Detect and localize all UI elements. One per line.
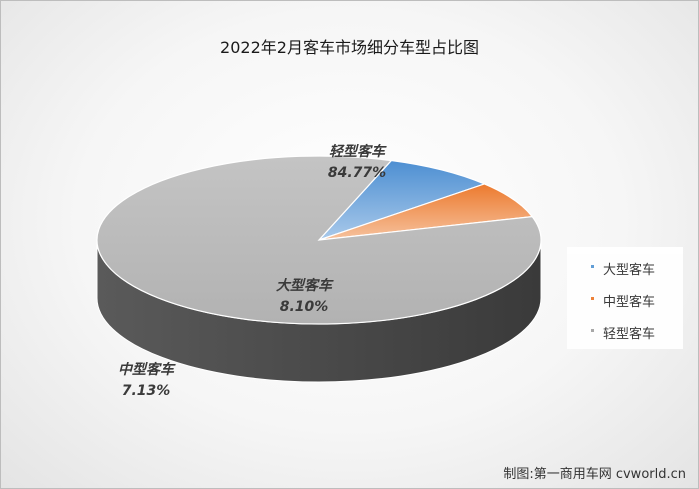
- slice-medium-bus-value: 7.13%: [122, 383, 171, 399]
- slice-light-bus-value: 84.77%: [328, 165, 386, 181]
- slice-large-bus-value: 8.10%: [280, 299, 329, 315]
- legend-swatch: [591, 265, 594, 268]
- slice-large-bus: [316, 159, 487, 242]
- legend: 大型客车中型客车轻型客车: [567, 247, 683, 349]
- legend-label: 大型客车: [603, 263, 656, 278]
- legend-swatch: [591, 329, 594, 332]
- slice-light-bus-label: 轻型客车: [329, 143, 387, 160]
- legend-item: 轻型客车: [591, 323, 656, 342]
- legend-swatch: [591, 297, 594, 300]
- chart-title: 2022年2月客车市场细分车型占比图: [220, 38, 479, 57]
- slice-medium-bus: [318, 183, 534, 241]
- slice-medium-bus-label: 中型客车: [118, 361, 176, 378]
- legend-item: 中型客车: [591, 291, 656, 310]
- credit-text: 制图:第一商用车网 cvworld.cn: [503, 467, 686, 482]
- slice-light-bus: [96, 155, 542, 325]
- legend-label: 轻型客车: [603, 327, 656, 342]
- pie-slices: [96, 155, 542, 325]
- slice-large-bus-label: 大型客车: [276, 277, 334, 294]
- legend-label: 中型客车: [603, 295, 656, 310]
- pie-labels: 大型客车 8.10% 中型客车 7.13% 轻型客车 84.77%: [118, 143, 387, 399]
- legend-item: 大型客车: [591, 259, 656, 278]
